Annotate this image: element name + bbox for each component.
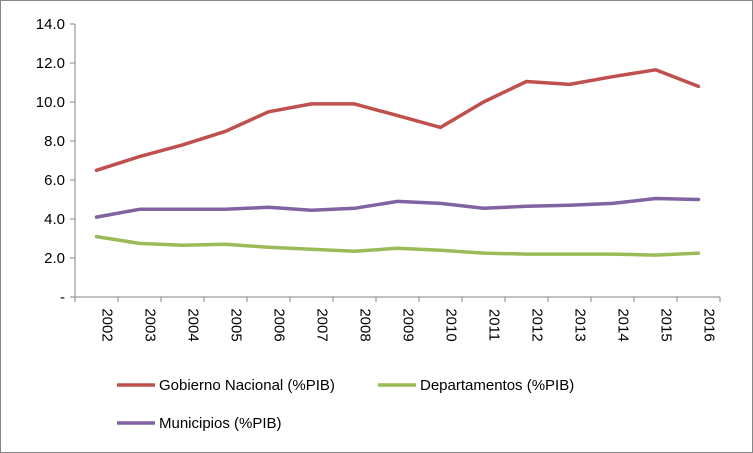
y-tick-label: 2.0: [44, 250, 65, 267]
x-tick-label: 2011: [486, 309, 503, 341]
x-tick-label: 2015: [658, 308, 675, 341]
series-lines: [94, 68, 701, 257]
x-tick-label: 2002: [99, 308, 116, 341]
x-tick-label: 2014: [615, 308, 632, 341]
x-tick-label: 2012: [529, 308, 546, 341]
x-tick-label: 2016: [701, 308, 718, 341]
y-tick-label: 14.0: [36, 16, 65, 33]
x-tick-label: 2005: [228, 308, 245, 341]
legend-label: Gobierno Nacional (%PIB): [159, 377, 335, 394]
y-axis: - 2.0 4.0 6.0 8.0 10.0 12.0 14.0: [36, 16, 76, 306]
y-tick-label: 6.0: [44, 172, 65, 189]
x-tick-label: 2013: [572, 308, 589, 341]
x-axis: 2002 2003 2004 2005 2006 2007 2008 2009 2010 2011…: [74, 296, 721, 342]
x-tick-label: 2006: [271, 308, 288, 341]
x-tick-label: 2003: [142, 308, 159, 341]
x-tick-label: 2008: [357, 308, 374, 341]
x-tick-label: 2010: [443, 308, 460, 341]
x-tick-label: 2007: [314, 308, 331, 341]
y-tick-label: -: [60, 289, 65, 306]
x-tick-label: 2004: [185, 308, 202, 341]
legend-label: Departamentos (%PIB): [420, 377, 574, 394]
x-tick-label: 2009: [400, 308, 417, 341]
legend-label: Municipios (%PIB): [159, 415, 282, 432]
y-tick-label: 4.0: [44, 211, 65, 228]
y-tick-label: 8.0: [44, 133, 65, 150]
legend: Gobierno Nacional (%PIB) Departamentos (%…: [117, 377, 574, 432]
y-tick-label: 12.0: [36, 55, 65, 72]
y-tick-label: 10.0: [36, 94, 65, 111]
